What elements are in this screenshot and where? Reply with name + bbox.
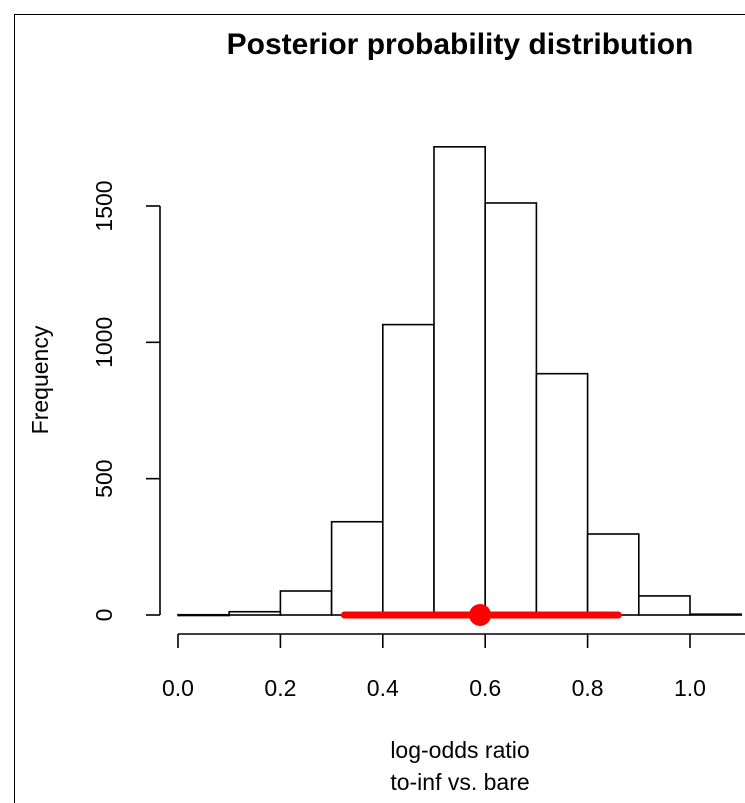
x-tick-label: 1.0	[674, 675, 706, 701]
credible-interval	[340, 604, 622, 626]
histogram-bar	[228, 610, 282, 616]
y-tick-label: 0	[91, 609, 117, 622]
histogram-bar	[637, 595, 691, 616]
x-axis-label-line-2: to-inf vs. bare	[390, 769, 529, 795]
x-tick-label: 0.4	[367, 675, 399, 701]
y-tick-label: 500	[91, 459, 117, 497]
y-tick-label: 1500	[91, 180, 117, 231]
x-tick-label: 0.0	[162, 675, 194, 701]
histogram-bar	[330, 520, 384, 616]
chart-title: Posterior probability distribution	[227, 28, 694, 61]
histogram-bar	[279, 590, 333, 616]
x-axis-label-line-1: log-odds ratio	[390, 737, 529, 763]
histogram-bars	[177, 146, 743, 617]
histogram-bar	[177, 613, 231, 617]
histogram-bar	[535, 372, 589, 616]
interval-point-estimate	[469, 604, 492, 626]
plot-frame	[14, 14, 745, 803]
histogram-bar	[433, 146, 487, 616]
y-axis-label: Frequency	[27, 325, 53, 434]
histogram-bar	[484, 202, 538, 616]
axes: 0.0 0.2 0.4 0.6 0.8 1.0 0 500 1000 1500	[91, 180, 745, 701]
histogram-bar	[586, 533, 640, 616]
histogram-bar	[689, 613, 743, 616]
y-tick-label: 1000	[91, 317, 117, 368]
histogram-bar	[381, 323, 435, 616]
x-tick-label: 0.8	[572, 675, 604, 701]
x-tick-label: 0.6	[469, 675, 501, 701]
x-tick-label: 0.2	[264, 675, 296, 701]
